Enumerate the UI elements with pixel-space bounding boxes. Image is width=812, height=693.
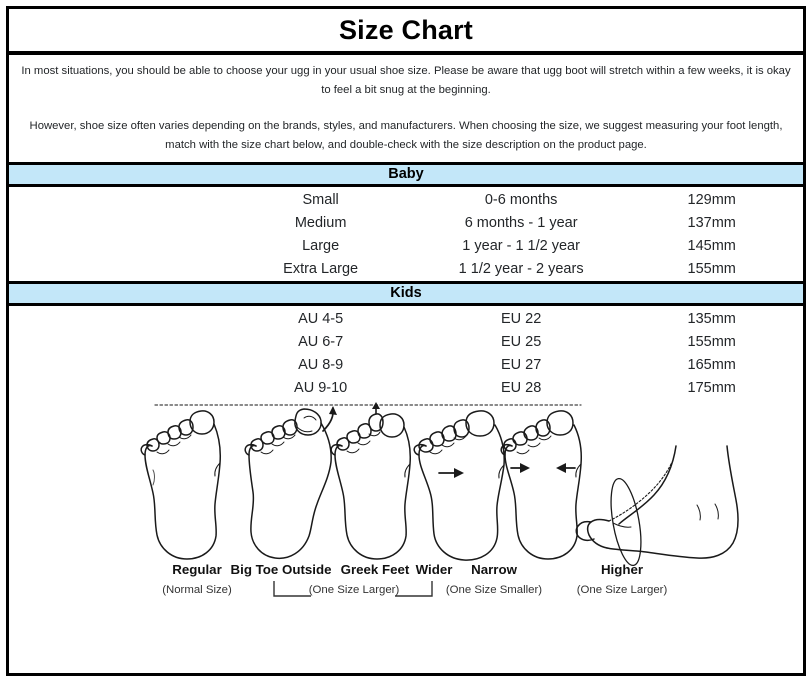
foot-greek-icon: [330, 401, 411, 560]
table-row: Extra Large 1 1/2 year - 2 years 155mm: [9, 258, 803, 281]
chart-frame: Size Chart In most situations, you shoul…: [6, 6, 806, 676]
bracket-one-size-larger: [273, 580, 433, 597]
foot-label-higher: Higher: [600, 561, 644, 577]
cell-spacer: [9, 377, 219, 400]
foot-label-greek-feet: Greek Feet: [340, 561, 410, 577]
foot-type-labels: Regular Big Toe Outside Greek Feet Wider…: [9, 562, 803, 632]
table-row: AU 4-5 EU 22 135mm: [9, 308, 803, 331]
cell-length: 129mm: [687, 192, 736, 209]
cell-size: Small: [302, 192, 339, 209]
cell-spacer: [9, 308, 219, 331]
intro-section: In most situations, you should be able t…: [9, 55, 803, 162]
cell-length: 145mm: [687, 238, 736, 255]
section-header-kids: Kids: [9, 280, 803, 306]
cell-age: 0-6 months: [484, 192, 558, 209]
cell-size: AU 9-10: [294, 380, 348, 397]
section-header-baby: Baby: [9, 161, 803, 187]
cell-age: 1 year - 1 1/2 year: [462, 238, 580, 255]
section-header-baby-label: Baby: [388, 166, 424, 183]
foot-note-regular: (Normal Size): [162, 583, 232, 596]
cell-size: AU 4-5: [298, 311, 344, 328]
page-title: Size Chart: [338, 14, 474, 45]
table-wrapper-baby: Small 0-6 months 129mm Medium 6 months -…: [9, 187, 803, 281]
foot-illustrations-svg: [140, 401, 739, 566]
cell-length: 165mm: [687, 357, 736, 374]
cell-age: EU 27: [500, 357, 542, 374]
cell-spacer: [9, 212, 219, 235]
size-table-kids: AU 4-5 EU 22 135mm AU 6-7 EU 25 155mm AU…: [9, 308, 803, 400]
table-row: AU 6-7 EU 25 155mm: [9, 331, 803, 354]
foot-narrow-icon: [500, 409, 582, 560]
cell-age: EU 28: [500, 380, 542, 397]
cell-length: 137mm: [687, 215, 736, 232]
cell-size: AU 6-7: [298, 334, 344, 351]
intro-paragraph-2: However, shoe size often varies dependin…: [29, 119, 783, 152]
size-table-baby: Small 0-6 months 129mm Medium 6 months -…: [9, 189, 803, 281]
cell-length: 155mm: [687, 334, 736, 351]
cell-age: 1 1/2 year - 2 years: [458, 261, 584, 278]
foot-label-regular: Regular: [172, 561, 222, 577]
cell-spacer: [9, 189, 219, 212]
table-row: AU 9-10 EU 28 175mm: [9, 377, 803, 400]
foot-wider-icon: [413, 409, 505, 561]
cell-age: 6 months - 1 year: [464, 215, 578, 232]
foot-higher-icon: [575, 444, 739, 566]
foot-note-narrow: (One Size Smaller): [445, 583, 543, 596]
table-row: Small 0-6 months 129mm: [9, 189, 803, 212]
cell-size: AU 8-9: [298, 357, 344, 374]
cell-size: Medium: [294, 215, 347, 232]
cell-length: 155mm: [687, 261, 736, 278]
foot-label-big-toe-outside: Big Toe Outside: [230, 561, 332, 577]
foot-regular-icon: [140, 409, 221, 560]
foot-type-diagram: Regular Big Toe Outside Greek Feet Wider…: [9, 400, 803, 652]
table-wrapper-kids: AU 4-5 EU 22 135mm AU 6-7 EU 25 155mm AU…: [9, 306, 803, 400]
cell-length: 135mm: [687, 311, 736, 328]
intro-paragraph-1: In most situations, you should be able t…: [21, 65, 791, 97]
cell-age: EU 22: [500, 311, 542, 328]
section-header-kids-label: Kids: [390, 285, 422, 302]
cell-size: Large: [302, 238, 340, 255]
bracket-note-one-size-larger: (One Size Larger): [308, 583, 400, 596]
foot-label-narrow: Narrow: [471, 561, 517, 577]
instep-measure-ellipse: [610, 477, 642, 566]
cell-age: EU 25: [500, 334, 542, 351]
cell-spacer: [9, 258, 219, 281]
cell-spacer: [9, 235, 219, 258]
cell-spacer: [9, 354, 219, 377]
table-row: AU 8-9 EU 27 165mm: [9, 354, 803, 377]
foot-note-higher: (One Size Larger): [576, 583, 668, 596]
cell-length: 175mm: [687, 380, 736, 397]
cell-spacer: [9, 331, 219, 354]
title-bar: Size Chart: [9, 9, 803, 55]
foot-label-wider: Wider: [415, 561, 453, 577]
cell-size: Extra Large: [283, 261, 359, 278]
table-row: Large 1 year - 1 1/2 year 145mm: [9, 235, 803, 258]
foot-big-toe-outside-icon: [244, 405, 337, 559]
table-row: Medium 6 months - 1 year 137mm: [9, 212, 803, 235]
